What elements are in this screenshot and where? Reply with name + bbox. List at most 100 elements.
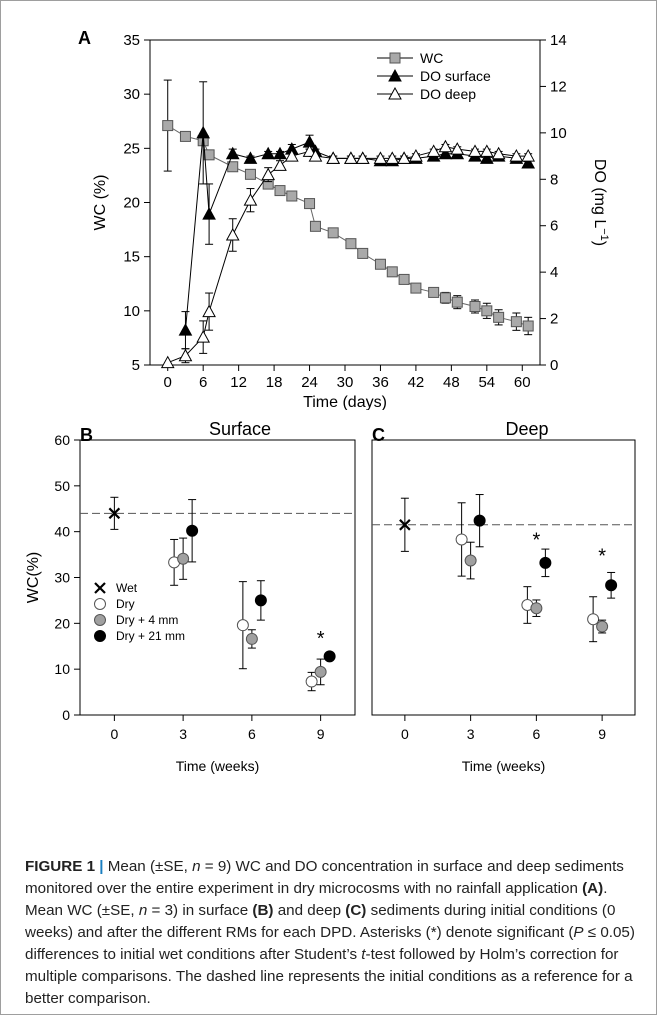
x-tick-label: 18: [266, 374, 283, 391]
data-point: [202, 304, 216, 318]
data-point: [409, 149, 423, 162]
data-point: [202, 207, 216, 220]
data-point: [196, 125, 211, 139]
x-axis-label: Time (days): [303, 394, 387, 410]
panel-title: Deep: [505, 419, 548, 439]
caption-var-n: n: [138, 902, 148, 919]
significance-marker: *: [532, 530, 540, 552]
data-point: [397, 151, 411, 164]
data-point: [203, 149, 215, 161]
caption-label: FIGURE 1: [25, 858, 96, 875]
data-point: [178, 323, 193, 336]
legend-marker: [94, 598, 106, 610]
data-point: [327, 227, 339, 239]
x-tick-label: 9: [317, 726, 325, 742]
series-wet: [399, 497, 411, 552]
data-point: [510, 316, 522, 328]
chart-a: A0 6 12 18 24 30 36 42 48 54 605101520253035024681…: [78, 28, 610, 410]
x-tick-label: 24: [301, 374, 318, 391]
series-wet: [108, 496, 121, 530]
y-tick-label: 50: [54, 478, 70, 494]
series-dry-4-mm: [464, 541, 609, 634]
y-axis-label: WC(%): [25, 552, 42, 604]
data-point: [493, 311, 505, 323]
data-point: [438, 139, 453, 153]
caption-text: -test followed by Holm’s correction for …: [25, 946, 633, 1007]
data-point: [439, 292, 451, 304]
y-axis-label: WC (%): [92, 175, 109, 231]
legend-label: WC: [420, 50, 443, 66]
data-point: [481, 305, 493, 317]
x-tick-label: 0: [110, 726, 118, 742]
data-point: [399, 519, 411, 531]
series-dry: [168, 538, 318, 692]
legend: Wet Dry Dry + 4 mm Dry + 21 mm: [94, 581, 185, 643]
data-point: [314, 665, 327, 678]
caption-ref-b: (B): [252, 902, 274, 919]
data-point: [521, 155, 536, 169]
data-point: [186, 524, 199, 537]
caption-text: Mean (±SE,: [103, 858, 193, 875]
caption-text: = 3) in surface: [147, 902, 253, 919]
data-point: [178, 348, 193, 362]
legend-marker: [388, 68, 402, 82]
legend-marker: [388, 86, 402, 100]
panel-label: A: [78, 28, 91, 48]
data-point: [243, 151, 258, 164]
x-tick-label: 30: [337, 374, 354, 391]
data-point: [177, 552, 190, 565]
data-point: [244, 168, 256, 180]
x-tick-label: 0: [164, 374, 172, 391]
data-point: [273, 158, 287, 171]
data-point: [326, 151, 341, 164]
y-tick-label: 25: [123, 140, 140, 157]
data-point: [509, 149, 524, 162]
x-axis-label: Time (weeks): [462, 758, 546, 774]
significance-marker: *: [598, 546, 606, 568]
legend-label: DO surface: [420, 68, 491, 84]
y-tick-label: 40: [54, 524, 70, 540]
data-point: [308, 149, 323, 162]
y-tick-label: 10: [123, 303, 140, 320]
x-tick-label: 6: [248, 726, 256, 742]
data-point: [254, 594, 267, 607]
legend-label: Dry + 4 mm: [116, 613, 178, 627]
data-point: [450, 142, 465, 155]
x-tick-label: 12: [230, 374, 247, 391]
data-point: [323, 650, 336, 663]
legend-label: DO deep: [420, 86, 476, 102]
caption-ref-a: (A): [582, 880, 604, 897]
x-axis-label: Time (weeks): [176, 758, 260, 774]
panel-label: C: [372, 425, 385, 445]
y2-tick-label: 4: [550, 264, 558, 281]
data-point: [438, 146, 453, 160]
x-tick-label: 3: [179, 726, 187, 742]
x-tick-label: 54: [478, 374, 495, 391]
data-point: [587, 613, 600, 626]
caption-var-n: n: [192, 858, 201, 875]
y-tick-label: 30: [123, 86, 140, 103]
y-tick-label: 15: [123, 249, 140, 266]
y2-tick-label: 8: [550, 171, 558, 188]
plot-frame: [371, 439, 636, 716]
data-point: [345, 238, 357, 250]
y-tick-label: 30: [54, 570, 70, 586]
legend: WC DO surface DO deep: [377, 50, 491, 102]
chart-c: C Deep 0 3 6 9 Time (weeks) * *: [371, 419, 636, 774]
data-point: [385, 151, 400, 164]
series-do-deep: [160, 139, 536, 369]
data-point: [386, 266, 398, 278]
panel-title: Surface: [209, 419, 271, 439]
x-tick-label: 60: [514, 374, 531, 391]
y-tick-label: 10: [54, 661, 70, 677]
data-point: [302, 144, 317, 157]
data-point: [521, 149, 536, 162]
data-point: [286, 190, 298, 202]
data-point: [373, 151, 388, 164]
significance-marker: *: [317, 628, 325, 650]
data-point: [196, 330, 211, 343]
x-tick-label: 9: [598, 726, 606, 742]
data-point: [274, 185, 286, 197]
x-tick-label: 0: [401, 726, 409, 742]
figure-caption: FIGURE 1 | Mean (±SE, n = 9) WC and DO c…: [25, 856, 635, 1010]
